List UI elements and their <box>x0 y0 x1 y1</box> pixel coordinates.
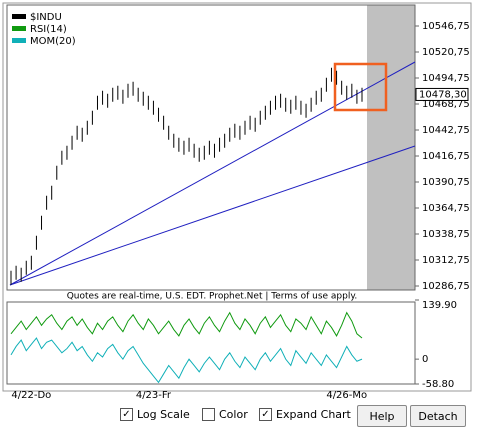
after-hours-shade <box>367 5 415 290</box>
checkbox-label: Log Scale <box>137 408 190 421</box>
button[interactable]: Help <box>357 405 407 427</box>
y-tick-label: 10546,75 <box>422 21 470 32</box>
y-tick-label: 10468,75 <box>422 99 470 110</box>
y-tick-label: 10364,75 <box>422 203 470 214</box>
last-price-label: 10478,30 <box>419 89 467 100</box>
highlight-box <box>333 62 388 112</box>
indicator-line <box>10 311 363 339</box>
indicator-panel <box>6 301 416 385</box>
y-tick-label: 10416,75 <box>422 151 470 162</box>
checkbox-label: Expand Chart <box>276 408 351 421</box>
trend-line <box>9 61 416 286</box>
x-tick-label: 4/22-Do <box>11 390 51 400</box>
y-tick-label: 10520,75 <box>422 47 470 58</box>
checkbox[interactable]: ✓ Log Scale <box>120 408 190 421</box>
checkbox-box[interactable]: ✓ <box>259 408 272 421</box>
y-tick-label: 10286,75 <box>422 281 470 292</box>
y-tick-label: 139.90 <box>422 300 457 311</box>
y-tick-label: -58.80 <box>422 379 454 390</box>
checkbox-box[interactable] <box>202 408 215 421</box>
legend-swatch <box>12 14 26 19</box>
legend-swatch <box>12 26 26 31</box>
trend-line <box>9 145 416 286</box>
last-price-box <box>415 87 469 101</box>
checkbox-box[interactable]: ✓ <box>120 408 133 421</box>
chart: Quotes are real-time, U.S. EDT. Prophet.… <box>2 2 472 400</box>
legend-label: MOM(20) <box>30 36 76 47</box>
y-tick-label: 10338,75 <box>422 229 470 240</box>
y-tick-label: 0 <box>422 354 428 365</box>
x-tick-label: 4/23-Fr <box>136 390 172 400</box>
checkbox[interactable]: ✓ Expand Chart <box>259 408 351 421</box>
notice: Quotes are real-time, U.S. EDT. Prophet.… <box>67 292 358 302</box>
y-tick-label: 10312,75 <box>422 255 470 266</box>
y-tick-label: 10390,75 <box>422 177 470 188</box>
legend-label: RSI(14) <box>30 24 67 35</box>
legend-label: $INDU <box>30 12 62 23</box>
legend-swatch <box>12 38 26 43</box>
price-panel <box>6 4 416 291</box>
y-tick-label: 10494,75 <box>422 73 470 84</box>
checkbox-label: Color <box>219 408 248 421</box>
button[interactable]: Detach <box>410 405 466 427</box>
checkbox[interactable]: Color <box>202 408 248 421</box>
indicator-line <box>10 337 363 384</box>
y-tick-label: 10442,75 <box>422 125 470 136</box>
x-tick-label: 4/26-Mo <box>326 390 367 400</box>
